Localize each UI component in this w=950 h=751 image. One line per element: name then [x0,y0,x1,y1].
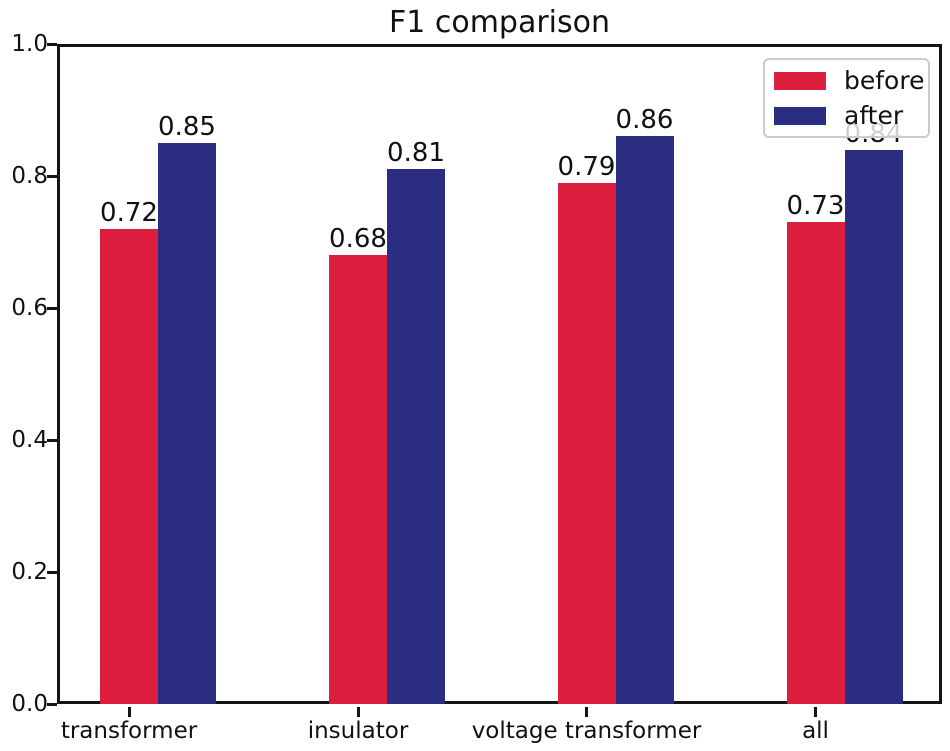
bar-after-insulator [387,169,445,704]
y-axis-tick-label: 0.4 [11,427,48,453]
bar-value-label-after-voltage-transformer: 0.86 [615,105,674,136]
legend-label-before: before [844,65,925,95]
x-axis-tick [585,707,588,717]
y-axis-tick [47,702,57,706]
legend-entry-after: after [765,100,928,130]
bar-after-voltage-transformer [615,136,674,704]
y-axis-tick-label: 0.8 [11,163,48,189]
y-axis-tick-label: 0.2 [11,559,48,585]
bar-before-insulator [329,255,387,704]
x-axis-tick-label: voltage transformer [471,718,702,744]
y-axis-tick [47,306,57,310]
chart-title: F1 comparison [388,5,611,40]
bar-before-all [786,222,845,704]
x-axis-tick [127,707,131,717]
y-axis-tick [47,438,57,442]
y-axis-tick [47,570,57,574]
bar-value-label-after-transformer: 0.85 [158,112,216,142]
y-axis-tick [47,174,57,178]
bar-value-label-before-all: 0.73 [786,191,845,222]
bar-after-transformer [158,143,216,704]
x-axis-tick [814,707,817,717]
x-axis-tick [356,707,360,717]
bar-after-all [844,149,903,704]
x-axis-tick-label: insulator [307,718,409,744]
bar-value-label-before-voltage-transformer: 0.79 [557,151,616,182]
x-axis-tick-label: transformer [60,718,198,744]
x-axis-tick-label: all [802,718,829,744]
legend-swatch-before [774,71,826,90]
y-axis-tick-label: 0.6 [11,295,48,321]
legend-label-after: after [844,100,904,130]
bar-before-transformer [100,228,158,704]
y-axis-tick-label: 0.0 [11,691,48,717]
bar-value-label-before-insulator: 0.68 [329,224,387,255]
legend: before after [763,58,930,138]
bar-before-voltage-transformer [557,182,616,704]
y-axis-tick-label: 1.0 [11,31,48,57]
legend-swatch-after [774,106,826,125]
y-axis-tick [47,42,57,46]
bar-value-label-after-insulator: 0.81 [387,138,445,169]
legend-entry-before: before [765,65,928,95]
bar-value-label-before-transformer: 0.72 [100,197,158,228]
